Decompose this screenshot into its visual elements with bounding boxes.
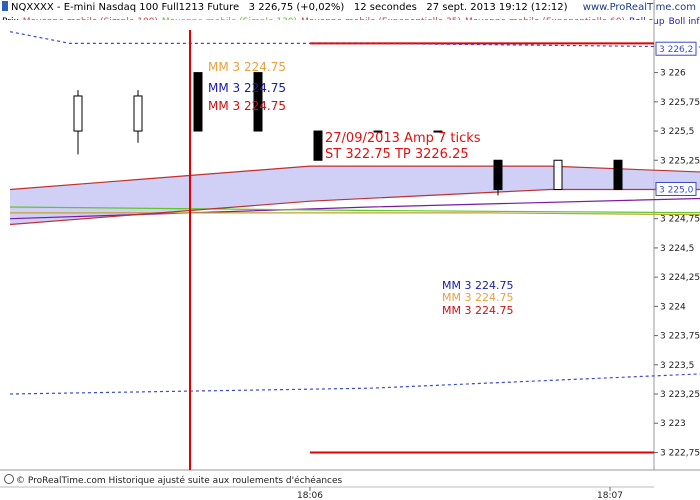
x-tick-label-0: 18:06	[297, 491, 323, 500]
site-link[interactable]: www.ProRealTime.com	[582, 2, 696, 13]
y-tick-label-0: 3 222,75	[660, 448, 700, 458]
mm-label-top-3: MM 3 224.75	[208, 99, 286, 113]
candle-body-1	[133, 95, 143, 132]
y-tick-label-7: 3 224,5	[660, 244, 694, 254]
y-tick-label-1: 3 223	[660, 419, 686, 429]
mm-label-top-1: MM 3 224.75	[208, 60, 286, 74]
candle-body-4	[313, 130, 323, 161]
series-line-4	[10, 212, 700, 216]
candle-body-6	[433, 130, 443, 133]
candle-body-5	[373, 130, 383, 133]
x-tick-label-1: 18:07	[597, 491, 623, 500]
candle-body-9	[613, 159, 623, 190]
series-line-2	[9, 197, 700, 220]
y-tick-label-2: 3 223,25	[660, 390, 700, 400]
series-line-3	[9, 206, 700, 214]
mm-label-bottom-2: MM 3 224.75	[442, 291, 514, 304]
candle-body-2	[193, 72, 203, 132]
mm-label-bottom-1: MM 3 224.75	[442, 279, 514, 292]
legend-item-6[interactable]: Boll inf	[668, 17, 700, 27]
footer-text: © ProRealTime.com Historique ajusté suit…	[16, 476, 343, 486]
price-box-label-1: 3 225,0	[659, 185, 694, 195]
last-price: 3 226,75 (+0,02%)	[248, 2, 345, 13]
candle-body-3	[253, 72, 263, 132]
candle-body-8	[553, 159, 563, 190]
datetime-label: 27 sept. 2013 19:12 (12:12)	[426, 2, 568, 13]
ema-band	[10, 166, 700, 225]
series-line-6	[9, 188, 700, 226]
y-tick-label-13: 3 226	[660, 69, 686, 79]
y-tick-label-5: 3 224	[660, 302, 686, 312]
symbol-title: NQXXXX - E-mini Nasdaq 100 Full1213 Futu…	[11, 2, 240, 13]
series-line-0	[9, 31, 700, 48]
mm-label-bottom-3: MM 3 224.75	[442, 304, 514, 317]
y-tick-label-11: 3 225,5	[660, 127, 694, 137]
y-tick-label-12: 3 225,75	[660, 98, 700, 108]
trade-annotation-line-1: 27/09/2013 Amp 7 ticks	[325, 131, 481, 146]
y-tick-label-4: 3 223,75	[660, 332, 700, 342]
y-tick-label-10: 3 225,25	[660, 156, 700, 166]
candle-body-7	[493, 159, 503, 190]
prorealtime-logo-icon	[4, 474, 14, 484]
price-box-0	[655, 41, 697, 56]
series-line-5	[9, 165, 700, 191]
instrument-icon	[2, 1, 8, 11]
y-tick-label-8: 3 224,75	[660, 215, 700, 225]
trade-annotation-line-2: ST 322.75 TP 3226.25	[325, 147, 469, 162]
plot-area	[0, 20, 654, 470]
series-line-1	[9, 373, 700, 395]
mm-label-top-2: MM 3 224.75	[208, 81, 286, 95]
y-tick-label-6: 3 224,25	[660, 273, 700, 283]
candle-body-0	[73, 95, 83, 132]
footer-note: © ProRealTime.com Historique ajusté suit…	[4, 474, 342, 486]
y-tick-label-3: 3 223,5	[660, 361, 694, 371]
interval-label: 12 secondes	[353, 2, 417, 13]
price-box-1	[655, 181, 697, 196]
title-bar: NQXXXX - E-mini Nasdaq 100 Full1213 Futu…	[0, 0, 700, 16]
price-box-label-0: 3 226,2	[659, 45, 693, 55]
